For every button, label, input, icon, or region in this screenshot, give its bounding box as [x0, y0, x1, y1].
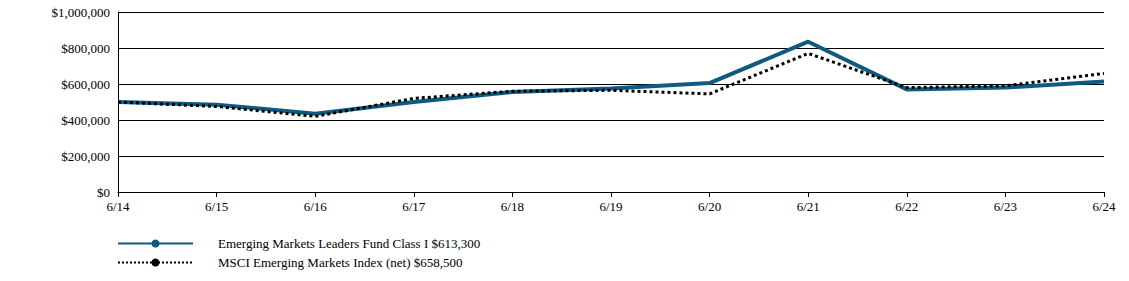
- svg-text:$800,000: $800,000: [61, 41, 110, 56]
- svg-text:MSCI Emerging Markets Index (n: MSCI Emerging Markets Index (net) $658,5…: [218, 255, 463, 270]
- svg-text:6/15: 6/15: [205, 199, 228, 214]
- svg-text:$1,000,000: $1,000,000: [52, 5, 111, 20]
- svg-text:6/21: 6/21: [797, 199, 820, 214]
- svg-text:6/20: 6/20: [698, 199, 721, 214]
- svg-text:6/17: 6/17: [402, 199, 426, 214]
- svg-text:6/24: 6/24: [1092, 199, 1116, 214]
- svg-text:6/19: 6/19: [599, 199, 622, 214]
- svg-text:$0: $0: [97, 185, 110, 200]
- svg-text:Emerging Markets Leaders Fund: Emerging Markets Leaders Fund Class I $6…: [218, 236, 480, 251]
- svg-text:$400,000: $400,000: [61, 113, 110, 128]
- svg-text:$200,000: $200,000: [61, 149, 110, 164]
- svg-text:6/18: 6/18: [501, 199, 524, 214]
- svg-text:6/14: 6/14: [106, 199, 130, 214]
- svg-text:6/16: 6/16: [304, 199, 328, 214]
- svg-text:$600,000: $600,000: [61, 77, 110, 92]
- svg-text:6/23: 6/23: [994, 199, 1017, 214]
- svg-text:6/22: 6/22: [895, 199, 918, 214]
